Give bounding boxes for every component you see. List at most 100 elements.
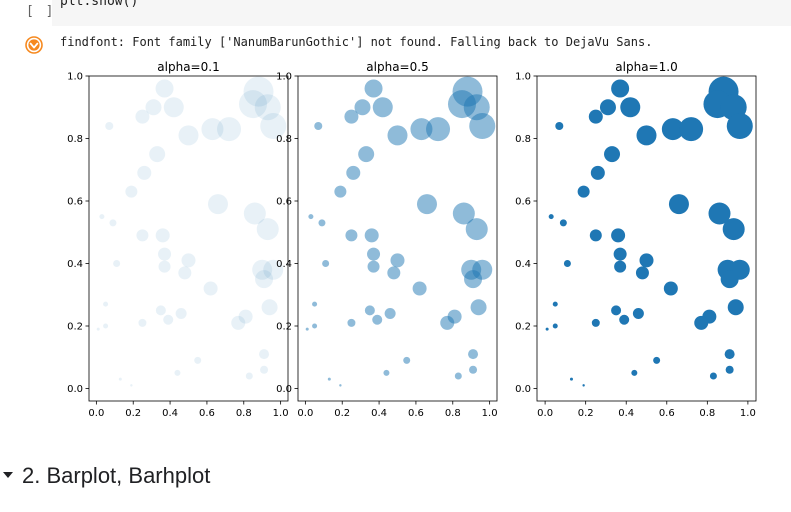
scatter-point <box>724 349 735 360</box>
scatter-point <box>468 349 479 360</box>
y-tick-label: 0.0 <box>67 384 83 395</box>
scatter-point <box>440 315 455 330</box>
scatter-point <box>243 202 266 225</box>
scatter-point <box>155 79 174 98</box>
scatter-point <box>138 318 147 327</box>
scatter-point <box>149 146 166 163</box>
scatter-point <box>635 266 649 280</box>
scatter-point <box>470 299 487 316</box>
y-tick-label: 0.2 <box>67 322 83 333</box>
scatter-point <box>322 260 330 267</box>
plot-frame <box>297 75 498 402</box>
x-tick-label: 0.4 <box>162 408 178 419</box>
code-cell[interactable]: [ ] plt.show() <box>0 0 791 26</box>
scatter-point <box>130 384 133 387</box>
chart-title: alpha=1.0 <box>615 60 677 74</box>
chart-panel-1: alpha=0.1 0.0 0.2 0.4 0.6 0.8 1.0 0.0 0.2 0.4 0.6 0… <box>67 60 288 419</box>
scatter-point <box>259 349 270 360</box>
scatter-point <box>334 185 347 198</box>
scatter-point <box>726 113 753 139</box>
scatter-point <box>312 323 318 329</box>
scatter-point <box>238 309 253 324</box>
scatter-point <box>105 122 114 130</box>
scatter-point <box>263 259 284 280</box>
x-tick-label: 0.0 <box>537 408 553 419</box>
scatter-point <box>631 369 638 376</box>
scatter-point <box>591 318 600 327</box>
scatter-point <box>403 356 411 364</box>
x-tick-label: 1.0 <box>273 408 289 419</box>
scatter-point <box>261 299 278 316</box>
scatter-point <box>158 260 171 273</box>
run-cell-button[interactable]: [ ] <box>26 4 56 19</box>
scatter-point <box>661 118 684 141</box>
scatter-point <box>639 253 654 268</box>
scatter-point <box>410 118 433 141</box>
warning-text: findfont: Font family ['NanumBarunGothic… <box>60 35 653 49</box>
scatter-point <box>255 270 274 289</box>
plot-frame <box>536 75 757 402</box>
y-tick-label: 0.4 <box>515 259 531 270</box>
scatter-point <box>113 260 121 267</box>
scatter-point <box>614 260 627 273</box>
scatter-point <box>469 113 496 139</box>
scatter-point <box>203 281 218 296</box>
scatter-point <box>469 365 478 374</box>
y-tick-label: 1.0 <box>67 72 83 83</box>
x-tick-label: 0.6 <box>408 408 424 419</box>
scatter-point <box>416 194 437 215</box>
scatter-point <box>305 327 309 331</box>
scatter-point <box>589 229 602 242</box>
scatter-point <box>155 228 170 243</box>
x-tick-label: 0.2 <box>334 408 350 419</box>
scatter-point <box>722 218 745 241</box>
y-tick-label: 1.0 <box>276 72 292 83</box>
scatter-point <box>103 323 109 329</box>
scatter-point <box>725 365 734 374</box>
x-tick-label: 0.4 <box>371 408 387 419</box>
scatter-point <box>125 185 138 198</box>
scatter-point <box>158 247 172 261</box>
y-tick-label: 0.2 <box>515 322 531 333</box>
scatter-point <box>163 97 184 118</box>
scatter-point <box>708 202 731 225</box>
collapse-caret-icon[interactable] <box>3 472 13 478</box>
scatter-points <box>305 76 496 387</box>
x-tick-label: 0.6 <box>199 408 215 419</box>
scatter-point <box>178 125 199 146</box>
section-header[interactable]: 2. Barplot, Barhplot <box>0 460 600 496</box>
scatter-point <box>109 219 117 227</box>
scatter-point <box>96 327 100 331</box>
scatter-point <box>245 372 253 380</box>
scatter-point <box>454 372 462 380</box>
plot-frame <box>88 75 289 402</box>
scatter-point <box>364 228 379 243</box>
x-tick-label: 0.8 <box>445 408 461 419</box>
scatter-point <box>345 229 358 242</box>
chart-title: alpha=0.1 <box>157 60 219 74</box>
scatter-point <box>465 218 488 241</box>
scatter-point <box>548 214 554 220</box>
chart-title: alpha=0.5 <box>366 60 428 74</box>
scatter-point <box>426 117 451 142</box>
chart-panel-2: alpha=0.5 0.0 0.2 0.4 0.6 0.8 1.0 0.0 0.2 0.4 0.6 0… <box>276 60 497 419</box>
scatter-point <box>175 308 187 319</box>
scatter-point <box>604 146 621 163</box>
scatter-point <box>155 305 166 316</box>
scatter-point <box>99 214 105 220</box>
scatter-point <box>135 109 150 124</box>
scatter-point <box>178 266 192 280</box>
x-tick-label: 0.4 <box>618 408 634 419</box>
x-tick-label: 0.2 <box>578 408 594 419</box>
scatter-point <box>354 99 371 116</box>
scatter-point <box>243 76 274 107</box>
scatter-point <box>588 109 603 124</box>
scatter-point <box>552 301 558 307</box>
scatter-point <box>194 356 202 364</box>
x-tick-label: 0.0 <box>297 408 313 419</box>
y-tick-label: 0.0 <box>515 384 531 395</box>
scatter-point <box>327 377 331 381</box>
scatter-point <box>238 90 267 119</box>
scatter-point <box>611 305 622 316</box>
code-editor[interactable]: plt.show() <box>52 0 791 26</box>
